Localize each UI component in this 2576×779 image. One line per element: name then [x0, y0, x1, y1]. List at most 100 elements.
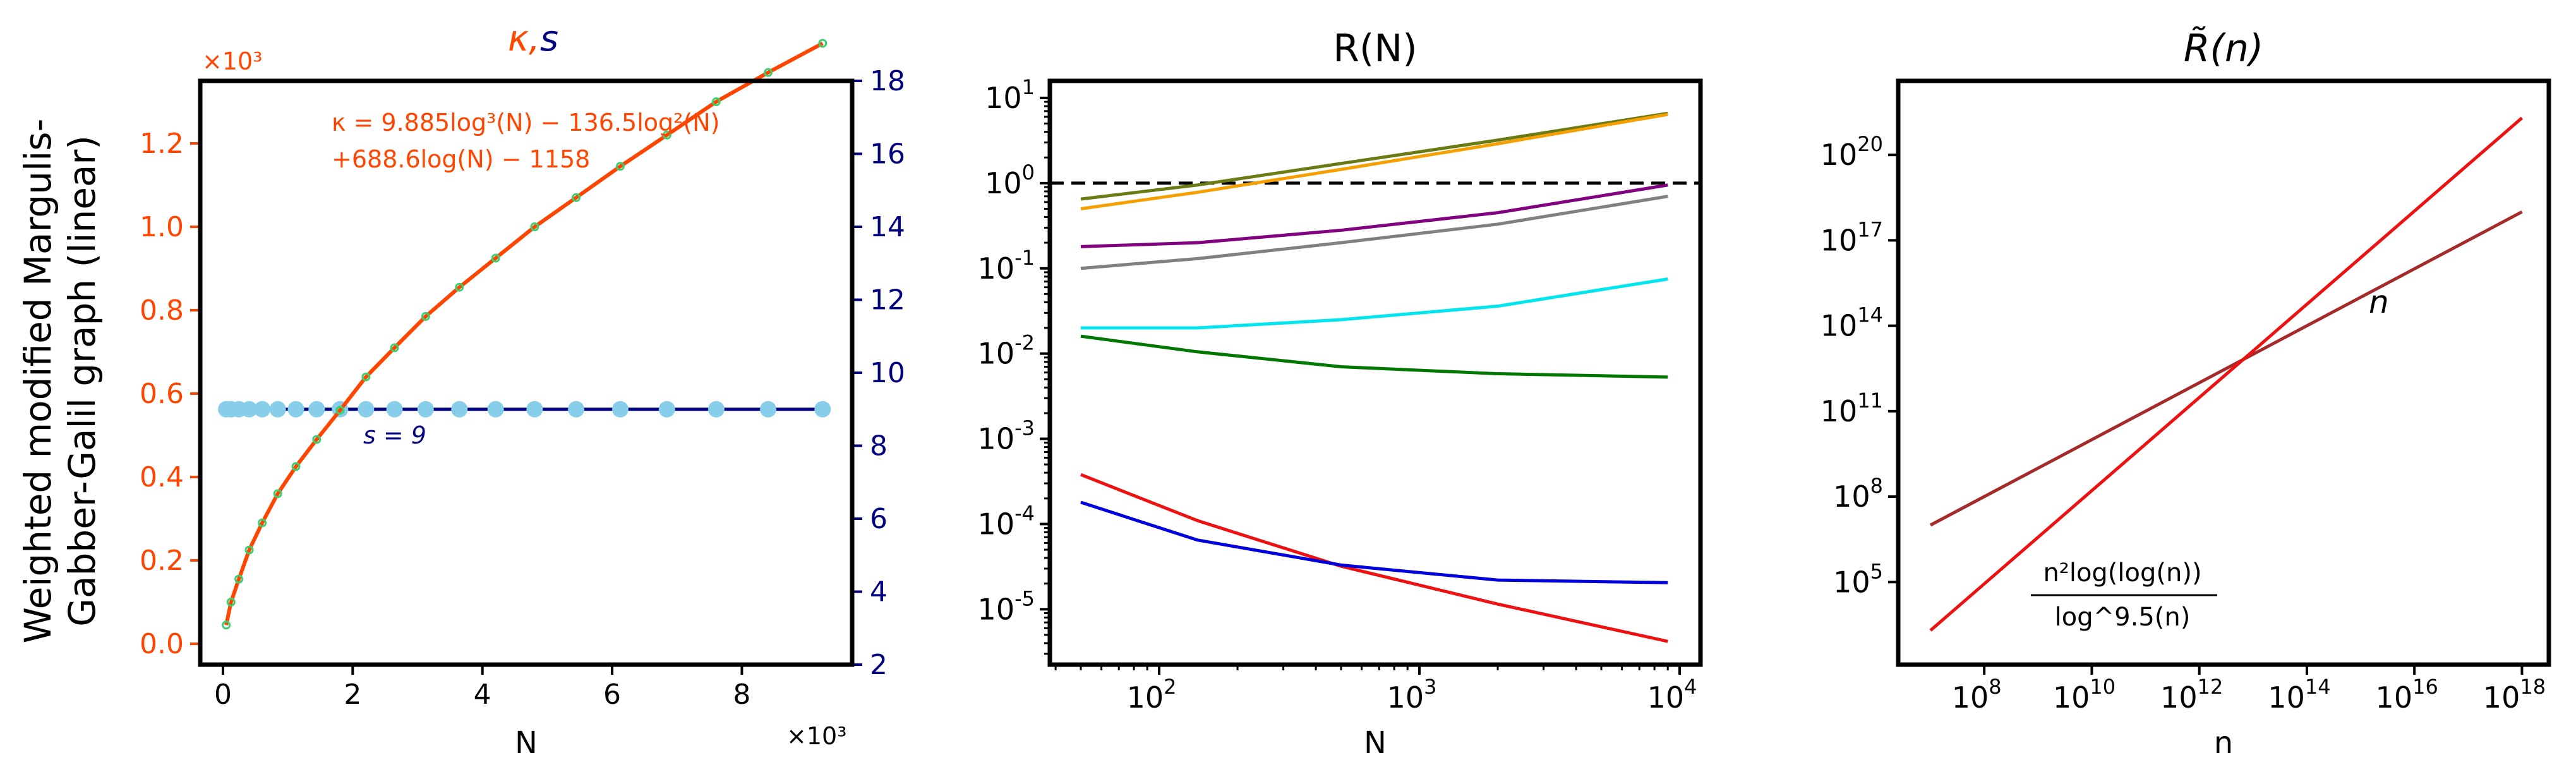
panel3-ytick-exp: 5 — [1870, 559, 1883, 583]
panel2-xtick-base: 10 — [1647, 680, 1685, 715]
panel1-s-point — [358, 401, 375, 418]
panel2-title: R(N) — [1333, 27, 1417, 71]
panel1-kappa-point — [818, 39, 828, 48]
panel1-kappa-point — [335, 406, 345, 415]
panel3-n-label: n — [2369, 284, 2389, 320]
panel3-series-1 — [1929, 116, 2524, 632]
panel2-series-gray — [1080, 195, 1668, 270]
panel2-ytick-exp: -1 — [1014, 246, 1035, 270]
panel2-frame — [1047, 78, 1703, 667]
panel3-formula-numerator: n²log(log(n)) — [2043, 559, 2201, 588]
panel1-ylabel-line2: Gabber-Galil graph (linear) — [61, 135, 104, 627]
panel2-ytick-label: 101 — [985, 75, 1035, 115]
panel2-series-green — [1080, 334, 1668, 379]
panel3-xtick-label: 1018 — [2483, 675, 2546, 715]
panel2-ytick-label: 10-2 — [978, 331, 1035, 371]
panel1-kappa-point — [244, 545, 254, 555]
panel2-ytick-label: 10-4 — [978, 501, 1035, 541]
panel1-s-annotation: s = 9 — [363, 421, 426, 449]
panel2-xtick-exp: 3 — [1424, 675, 1436, 699]
panel1-ytick-right-label: 12 — [870, 284, 905, 317]
panel1-kappa-point — [361, 372, 371, 382]
panel1-kappa-point — [530, 222, 539, 231]
panel1-ytick-left-label: 0.4 — [140, 461, 184, 493]
panel3-ytick-base: 10 — [1821, 394, 1858, 428]
panel3-ytick-label: 1011 — [1821, 389, 1883, 428]
panel2-series — [1050, 111, 1700, 643]
panel1-xtick-label: 0 — [214, 679, 232, 711]
panel3-ytick-base: 10 — [1833, 480, 1870, 514]
panel2-series-olive — [1080, 111, 1668, 201]
panel1-kappa-fit — [224, 41, 824, 625]
panel2-ytick-label: 100 — [985, 160, 1035, 200]
panel1-kappa-point — [291, 462, 301, 471]
panel1-xtick-label: 2 — [344, 679, 361, 711]
panel2-ytick-base: 10 — [985, 166, 1022, 200]
panel1-s-point — [451, 401, 468, 418]
panel1-ytick-right-label: 16 — [870, 138, 905, 171]
panel1-s-point — [658, 401, 675, 418]
panel3-frame — [1896, 78, 2551, 667]
panel1-s-point — [568, 401, 585, 418]
panel3-xtick-exp: 12 — [2198, 675, 2224, 699]
panel1-xtick-label: 6 — [603, 679, 621, 711]
panel1-ytick-left-label: 0.2 — [140, 545, 184, 577]
panel2-ytick-exp: -3 — [1014, 416, 1035, 440]
panel1-ytick-left-label: 0.8 — [140, 294, 184, 327]
panel1-kappa-point — [226, 598, 236, 607]
panel1-s-point — [707, 401, 725, 418]
panel3-ticks: 108 1010 1012 1014 1016 101810201017101410111… — [1821, 132, 2546, 715]
panel1-ytick-right-label: 4 — [870, 576, 888, 608]
panel1-x-multiplier: ×10³ — [786, 722, 846, 750]
panel1-title-part-0: κ — [508, 18, 529, 59]
panel1-title-part-2: s — [540, 18, 558, 59]
panel2-ytick-base: 10 — [978, 507, 1015, 541]
panel1-ytick-right-label: 6 — [870, 503, 888, 535]
panel3-ytick-exp: 14 — [1857, 303, 1883, 327]
panel3-ytick-base: 10 — [1833, 565, 1870, 599]
panel3-ytick-exp: 20 — [1857, 132, 1883, 156]
panel2-ytick-exp: 1 — [1022, 75, 1035, 99]
panel2-ytick-exp: -2 — [1014, 331, 1035, 355]
panel1-s-point — [269, 401, 286, 418]
panel1-kappa-point — [662, 130, 671, 140]
panel3-ytick-base: 10 — [1821, 223, 1858, 257]
panel2-xtick-label: 103 — [1387, 675, 1437, 715]
panel3-series — [1929, 116, 2524, 632]
panel3-xtick-label: 1016 — [2376, 675, 2438, 715]
panel1-ytick-left-label: 1.2 — [140, 128, 184, 160]
panel3-xtick-exp: 16 — [2412, 675, 2438, 699]
panel1-xtick-label: 8 — [733, 679, 750, 711]
panel3-xtick-base: 10 — [2160, 680, 2198, 715]
panel3-xtick-base: 10 — [2053, 680, 2090, 715]
panel1-ytick-right-label: 10 — [870, 357, 905, 389]
panel1-kappa-point — [312, 435, 322, 444]
panel2-ytick-base: 10 — [978, 592, 1015, 626]
panel3-xtick-label: 1012 — [2160, 675, 2223, 715]
panel1-xtick-label: 4 — [474, 679, 491, 711]
panel1-title: κ,s — [508, 18, 558, 59]
panel1-fit-formula-line2: +688.6log(N) − 1158 — [332, 145, 590, 173]
panel2-ytick-exp: -5 — [1014, 586, 1035, 610]
panel3-xtick-base: 10 — [2376, 680, 2413, 715]
panel1-s-point — [487, 401, 504, 418]
panel1-s-point — [386, 401, 403, 418]
panel1-kappa-point — [711, 97, 721, 106]
panel2-ytick-exp: -4 — [1014, 501, 1035, 525]
R-N-panel: R(N) N 102 103 10410110010-110-210-310-410… — [978, 27, 1703, 761]
panel3-ytick-label: 1014 — [1821, 303, 1883, 343]
panel1-xlabel: N — [515, 725, 538, 761]
panel1-s-point — [241, 401, 258, 418]
panel1-s-point — [308, 401, 325, 418]
panel2-series-red — [1080, 473, 1668, 643]
panel2-xtick-label: 104 — [1647, 675, 1697, 715]
panel3-xtick-label: 1014 — [2268, 675, 2330, 715]
panel1-kappa-point — [273, 489, 282, 498]
kappa-s-panel: κ,s Weighted modified Margulis- Gabber-G… — [16, 18, 905, 761]
panel3-xtick-label: 108 — [1952, 675, 2002, 715]
panel1-kappa-point — [572, 193, 581, 202]
panel2-ytick-exp: 0 — [1022, 160, 1035, 184]
panel1-s-point — [526, 401, 543, 418]
panel3-xtick-base: 10 — [1952, 680, 1989, 715]
